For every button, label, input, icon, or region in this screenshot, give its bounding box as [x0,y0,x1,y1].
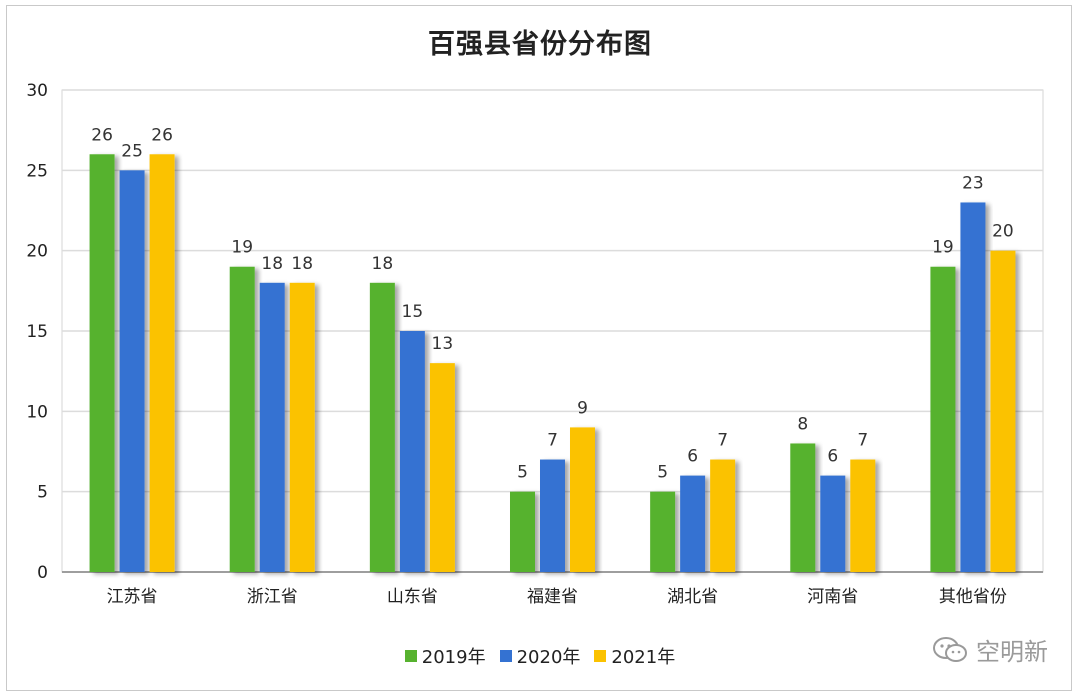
data-label: 13 [432,334,454,354]
bar-2021年-湖北省 [710,459,736,572]
legend-item: 2019年 [404,643,486,669]
x-tick-label: 河南省 [807,587,858,607]
bar-2020年-福建省 [540,459,565,572]
bar-2019年-福建省 [510,491,535,572]
y-tick-label: 20 [26,242,48,262]
legend-item: 2020年 [499,643,581,669]
legend-swatch [499,650,512,662]
data-label: 26 [91,125,113,145]
x-tick-label: 山东省 [387,587,438,607]
x-tick-label: 其他省份 [939,587,1007,607]
y-tick-label: 15 [26,322,48,342]
legend-label: 2021年 [611,647,676,668]
data-label: 18 [261,254,283,274]
data-label: 23 [962,173,984,193]
bar-2020年-河南省 [820,475,846,572]
legend: 2019年 2020年 2021年 [0,643,1080,669]
data-label: 19 [231,238,253,258]
bar-2021年-江苏省 [149,154,175,572]
bar-2021年-福建省 [570,427,595,572]
legend-swatch [594,650,607,662]
bar-2019年-湖北省 [650,491,676,572]
chart-frame [6,5,1072,691]
y-tick-label: 10 [26,402,48,422]
data-label: 19 [932,238,954,258]
bar-2019年-山东省 [369,282,395,572]
data-label: 18 [291,254,313,274]
data-label: 25 [121,141,143,161]
bar-2020年-山东省 [399,331,425,572]
bar-2019年-江苏省 [89,154,115,572]
bar-2019年-其他省份 [930,266,956,572]
watermark: 空明新 [932,632,1048,667]
data-label: 8 [797,414,808,434]
data-label: 7 [547,431,558,451]
y-tick-label: 5 [37,483,48,503]
data-label: 26 [151,125,173,145]
bar-2021年-浙江省 [289,282,315,572]
x-tick-label: 浙江省 [247,587,298,607]
bar-2019年-河南省 [790,443,816,572]
wechat-icon [933,636,967,662]
legend-swatch [404,650,417,662]
bar-2020年-浙江省 [259,282,285,572]
data-label: 18 [372,254,394,274]
data-label: 5 [657,463,668,483]
data-label: 7 [857,431,868,451]
x-tick-label: 江苏省 [107,587,158,607]
y-tick-label: 25 [26,161,48,181]
legend-label: 2019年 [421,647,486,668]
data-label: 6 [827,447,838,467]
legend-item: 2021年 [594,643,675,669]
bar-2021年-河南省 [850,459,876,572]
bar-2020年-湖北省 [680,475,706,572]
x-tick-label: 湖北省 [667,587,718,607]
y-tick-label: 30 [26,81,48,101]
data-label: 5 [517,463,528,483]
y-tick-label: 0 [37,563,48,583]
bar-2021年-其他省份 [990,250,1016,572]
bar-2019年-浙江省 [229,266,255,572]
data-label: 20 [992,222,1014,242]
bar-2021年-山东省 [429,363,455,572]
bar-2020年-江苏省 [119,170,145,573]
data-label: 6 [687,447,698,467]
data-label: 9 [577,398,588,418]
data-label: 7 [717,431,728,451]
legend-label: 2020年 [516,647,581,668]
x-tick-label: 福建省 [527,587,578,607]
watermark-text: 空明新 [976,638,1048,666]
chart-title: 百强县省份分布图 [428,29,652,60]
bar-2020年-其他省份 [960,202,986,572]
data-label: 15 [402,302,424,322]
